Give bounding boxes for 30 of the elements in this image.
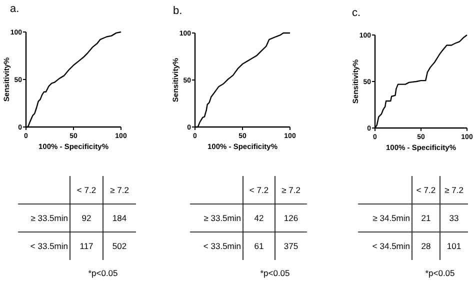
x-tick-label: < 7.2 xyxy=(249,184,269,195)
data-label: 375 xyxy=(284,240,298,251)
y-tick-label: < 34.5min xyxy=(372,240,410,251)
chart-title: c. xyxy=(352,7,361,19)
y-tick-label: < 33.5min xyxy=(30,240,68,251)
y-tick-label: ≥ 34.5min xyxy=(372,212,410,223)
data-label: 33 xyxy=(449,212,459,223)
chart-title: a. xyxy=(10,3,20,15)
y-tick-label: ≥ 33.5min xyxy=(30,212,68,223)
chart-title: b. xyxy=(173,5,182,17)
x-tick-label: < 7.2 xyxy=(416,184,436,195)
y-tick-label: < 33.5min xyxy=(203,240,242,251)
x-tick-label: < 7.2 xyxy=(76,184,96,195)
x-tick-label: ≥ 7.2 xyxy=(110,184,130,195)
data-label: 502 xyxy=(112,240,127,251)
data-label: 28 xyxy=(421,240,431,251)
x-tick-label: ≥ 7.2 xyxy=(444,184,464,195)
data-label: 184 xyxy=(112,212,127,223)
data-label: 21 xyxy=(421,212,431,223)
text: *p<0.05 xyxy=(88,268,118,278)
data-label: 42 xyxy=(254,212,264,223)
data-label: 101 xyxy=(446,240,462,251)
data-label: 92 xyxy=(82,212,92,223)
y-tick-label: ≥ 33.5min xyxy=(204,212,242,223)
data-label: 117 xyxy=(80,240,94,251)
data-label: 61 xyxy=(254,240,264,251)
x-tick-label: ≥ 7.2 xyxy=(282,184,301,195)
data-label: 126 xyxy=(284,212,298,223)
text: *p<0.05 xyxy=(425,268,456,278)
text: *p<0.05 xyxy=(260,268,290,278)
